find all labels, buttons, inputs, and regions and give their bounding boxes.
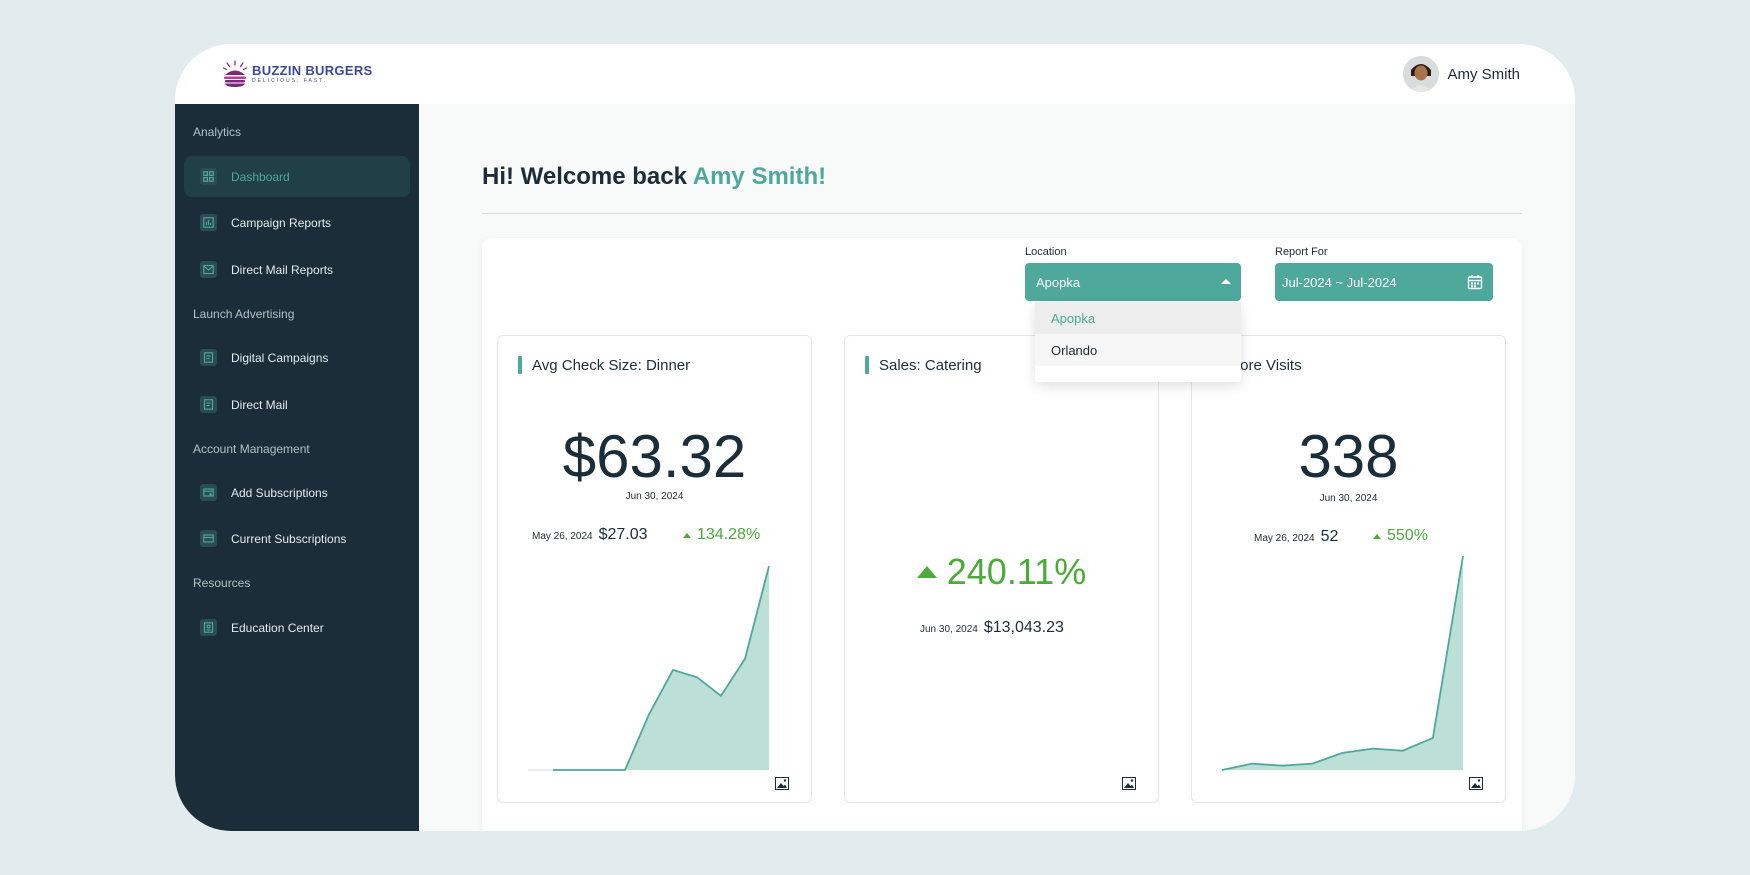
sidebar-item-label: Dashboard <box>231 169 290 184</box>
sparkline-chart <box>528 565 770 771</box>
sidebar-item-label: Current Subscriptions <box>231 531 347 546</box>
sidebar-item-campaign-reports[interactable]: Campaign Reports <box>184 202 410 243</box>
metric-date: Jun 30, 2024 <box>1319 493 1378 504</box>
user-avatar-icon <box>1403 56 1440 92</box>
sidebar-item-dashboard[interactable]: Dashboard <box>184 156 410 197</box>
card-icon <box>200 530 217 547</box>
comparison: May 26, 2024 $27.03 <box>532 526 648 544</box>
card-title: Sales: Catering <box>865 356 982 374</box>
metric-card-sales-catering: Sales: Catering 240.11% Jun 30, 2024 $13… <box>844 335 1159 803</box>
sparkline-line <box>1221 555 1464 771</box>
sidebar-item-label: Education Center <box>231 620 324 635</box>
comparison-date: Jun 30, 2024 <box>920 624 978 635</box>
location-select-value: Apopka <box>1036 274 1081 290</box>
metric-value: $63.32 <box>562 423 747 490</box>
comparison-value: 52 <box>1320 528 1339 545</box>
brand-name: BUZZIN BURGERS <box>252 63 373 78</box>
sidebar-item-label: Add Subscriptions <box>231 485 328 500</box>
card-title-text: Sales: Catering <box>879 356 982 374</box>
title-accent-bar <box>518 356 522 374</box>
brand-logo[interactable]: BUZZIN BURGERS DELICIOUS. FAST. <box>222 60 372 88</box>
location-label: Location <box>1025 246 1067 258</box>
report-date-picker[interactable]: Jul-2024 ~ Jul-2024 <box>1275 263 1493 301</box>
education-icon <box>200 619 217 636</box>
sidebar-item-label: Direct Mail <box>231 397 288 412</box>
sparkline-line <box>553 565 770 771</box>
comparison: Jun 30, 2024 $13,043.23 <box>920 619 1064 637</box>
report-for-label: Report For <box>1275 246 1328 258</box>
image-icon[interactable] <box>775 777 789 790</box>
change-percent: 550% <box>1373 527 1428 545</box>
main-content: Hi! Welcome back Amy Smith! Location Apo… <box>419 104 1575 831</box>
caret-up-icon <box>1221 279 1231 284</box>
sidebar-section-analytics: Analytics <box>193 125 242 139</box>
sidebar-item-direct-mail[interactable]: Direct Mail <box>184 384 410 425</box>
sidebar-section-launch-advertising: Launch Advertising <box>193 307 295 321</box>
arrow-up-icon <box>683 532 691 538</box>
document-icon <box>200 349 217 366</box>
sidebar-item-current-subscriptions[interactable]: Current Subscriptions <box>184 518 410 559</box>
sidebar-item-direct-mail-reports[interactable]: Direct Mail Reports <box>184 249 410 290</box>
arrow-up-icon <box>1373 533 1381 539</box>
mail-icon <box>200 261 217 278</box>
sparkline-chart <box>1221 555 1464 771</box>
comparison: May 26, 2024 52 <box>1254 528 1338 546</box>
app-window: BUZZIN BURGERS DELICIOUS. FAST. Amy Smit… <box>175 44 1575 831</box>
title-accent-bar <box>865 356 869 374</box>
sidebar: Analytics Dashboard Campaign Reports Dir… <box>175 104 419 831</box>
metric-card-avg-check: Avg Check Size: Dinner $63.32 Jun 30, 20… <box>497 335 812 803</box>
card-title: Avg Check Size: Dinner <box>518 356 690 374</box>
change-percent-value: 240.11% <box>946 551 1087 592</box>
sidebar-item-label: Direct Mail Reports <box>231 262 334 277</box>
sidebar-item-education-center[interactable]: Education Center <box>184 607 410 648</box>
sparkline-area <box>553 566 769 770</box>
location-dropdown-menu: Apopka Orlando <box>1035 302 1241 382</box>
welcome-prefix: Hi! Welcome back <box>482 163 693 190</box>
change-percent-value: 134.28% <box>697 526 761 543</box>
metric-card-store-visits: Store Visits 338 Jun 30, 2024 May 26, 20… <box>1191 335 1506 803</box>
welcome-user-name: Amy Smith! <box>692 163 827 190</box>
sidebar-item-add-subscriptions[interactable]: Add Subscriptions <box>184 472 410 513</box>
comparison-value: $13,043.23 <box>983 619 1064 636</box>
sparkline-area <box>1222 556 1463 770</box>
change-percent-large: 240.11% <box>845 551 1158 593</box>
image-icon[interactable] <box>1122 777 1136 790</box>
location-select[interactable]: Apopka <box>1025 263 1241 301</box>
comparison-date: May 26, 2024 <box>1254 533 1315 544</box>
burger-logo-icon <box>222 60 248 87</box>
sidebar-section-resources: Resources <box>193 576 251 590</box>
card-title-text: Store Visits <box>1226 356 1302 374</box>
brand-tagline: DELICIOUS. FAST. <box>252 78 328 84</box>
arrow-up-icon <box>916 566 937 578</box>
location-option-apopka[interactable]: Apopka <box>1035 302 1241 334</box>
comparison-value: $27.03 <box>598 526 648 543</box>
metric-value: 338 <box>1298 423 1399 490</box>
bar-chart-icon <box>200 214 217 231</box>
user-name: Amy Smith <box>1447 65 1520 83</box>
image-icon[interactable] <box>1469 777 1483 790</box>
card-title-text: Avg Check Size: Dinner <box>532 356 691 374</box>
title-divider <box>482 213 1522 214</box>
document-icon <box>200 396 217 413</box>
report-date-value: Jul-2024 ~ Jul-2024 <box>1282 274 1397 290</box>
card-add-icon <box>200 484 217 501</box>
sidebar-item-digital-campaigns[interactable]: Digital Campaigns <box>184 337 410 378</box>
comparison-date: May 26, 2024 <box>532 531 593 542</box>
sidebar-section-account-management: Account Management <box>193 442 310 456</box>
user-menu[interactable]: Amy Smith <box>1403 56 1520 92</box>
top-bar: BUZZIN BURGERS DELICIOUS. FAST. Amy Smit… <box>175 44 1575 104</box>
change-percent-value: 550% <box>1387 527 1428 544</box>
grid-icon <box>200 168 217 185</box>
dashboard-panel: Location Apopka Report For Jul-2024 ~ Ju… <box>482 238 1522 831</box>
change-percent: 134.28% <box>683 526 760 544</box>
page-title: Hi! Welcome back Amy Smith! <box>482 163 826 191</box>
location-option-orlando[interactable]: Orlando <box>1035 334 1241 366</box>
sidebar-item-label: Digital Campaigns <box>231 350 329 365</box>
avatar[interactable] <box>1403 56 1440 92</box>
sidebar-item-label: Campaign Reports <box>231 215 332 230</box>
metric-date: Jun 30, 2024 <box>625 491 684 502</box>
calendar-icon[interactable] <box>1467 274 1483 290</box>
